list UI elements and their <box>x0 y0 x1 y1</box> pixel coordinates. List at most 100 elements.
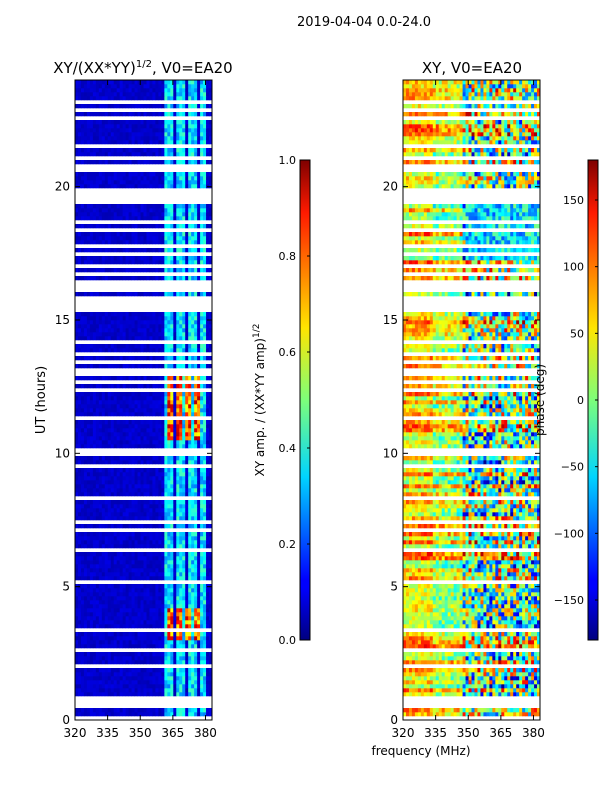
heatmap-cell <box>149 320 153 325</box>
heatmap-cell <box>191 408 195 413</box>
heatmap-cell <box>101 112 106 117</box>
heatmap-cell <box>176 348 180 353</box>
heatmap-cell <box>128 492 132 497</box>
heatmap-cell <box>75 524 79 529</box>
heatmap-cell <box>179 588 183 593</box>
heatmap-cell <box>173 312 177 317</box>
heatmap-cell <box>209 500 213 505</box>
heatmap-cell <box>86 504 91 509</box>
heatmap-cell <box>107 572 112 577</box>
heatmap-cell <box>209 316 213 321</box>
heatmap-cell <box>188 608 192 613</box>
heatmap-cell <box>89 636 94 641</box>
heatmap-cell <box>89 432 94 437</box>
heatmap-cell <box>164 612 168 617</box>
heatmap-cell <box>143 572 147 577</box>
heatmap-cell <box>134 424 138 429</box>
heatmap-cell <box>104 152 109 157</box>
heatmap-cell <box>152 232 156 237</box>
heatmap-cell <box>75 536 79 541</box>
heatmap-cell <box>137 708 141 713</box>
heatmap-cell <box>131 176 135 181</box>
heatmap-cell <box>146 476 150 481</box>
heatmap-cell <box>161 576 165 581</box>
heatmap-cell <box>77 260 82 265</box>
heatmap-cell <box>107 624 112 629</box>
heatmap-cell <box>143 364 147 369</box>
heatmap-cell <box>194 500 198 505</box>
heatmap-cell <box>167 572 171 577</box>
heatmap-cell <box>80 212 85 217</box>
heatmap-cell <box>197 208 201 213</box>
heatmap-cell <box>173 516 177 521</box>
heatmap-cell <box>89 556 94 561</box>
heatmap-cell <box>197 412 201 417</box>
heatmap-cell <box>158 684 162 689</box>
heatmap-cell <box>137 584 141 589</box>
heatmap-cell <box>104 136 109 141</box>
heatmap-cell <box>86 488 91 493</box>
heatmap-cell <box>164 160 168 165</box>
heatmap-cell <box>155 500 159 505</box>
heatmap-cell <box>176 384 180 389</box>
heatmap-cell <box>119 640 124 645</box>
heatmap-cell <box>95 564 100 569</box>
heatmap-cell <box>137 140 141 145</box>
heatmap-cell <box>173 260 177 265</box>
heatmap-cell <box>164 656 168 661</box>
heatmap-cell <box>128 392 132 397</box>
heatmap-cell <box>146 236 150 241</box>
heatmap-cell <box>170 240 174 245</box>
heatmap-cell <box>119 392 124 397</box>
heatmap-cell <box>98 316 103 321</box>
heatmap-cell <box>152 184 156 189</box>
heatmap-cell <box>137 608 141 613</box>
heatmap-cell <box>83 384 88 389</box>
heatmap-cell <box>185 480 189 485</box>
heatmap-cell <box>80 420 85 425</box>
heatmap-cell <box>203 712 207 717</box>
heatmap-cell <box>77 636 82 641</box>
heatmap-cell <box>122 312 127 317</box>
heatmap-cell <box>206 688 210 693</box>
heatmap-cell <box>194 676 198 681</box>
heatmap-cell <box>104 400 109 405</box>
heatmap-cell <box>155 660 159 665</box>
heatmap-cell <box>155 680 159 685</box>
heatmap-cell <box>149 276 153 281</box>
heatmap-cell <box>95 512 100 517</box>
heatmap-cell <box>89 204 94 209</box>
heatmap-cell <box>128 140 132 145</box>
heatmap-cell <box>140 584 144 589</box>
heatmap-cell <box>83 376 88 381</box>
heatmap-cell <box>182 616 186 621</box>
heatmap-cell <box>191 332 195 337</box>
heatmap-cell <box>182 184 186 189</box>
heatmap-cell <box>101 96 106 101</box>
heatmap-cell <box>101 128 106 133</box>
heatmap-cell <box>149 508 153 513</box>
heatmap-cell <box>176 148 180 153</box>
heatmap-cell <box>155 668 159 673</box>
heatmap-cell <box>146 576 150 581</box>
heatmap-cell <box>155 172 159 177</box>
heatmap-cell <box>119 292 124 297</box>
heatmap-cell <box>185 712 189 717</box>
heatmap-cell <box>110 260 115 265</box>
heatmap-cell <box>110 332 115 337</box>
heatmap-cell <box>155 132 159 137</box>
heatmap-cell <box>206 396 210 401</box>
heatmap-cell <box>158 436 162 441</box>
heatmap-cell <box>92 596 97 601</box>
heatmap-cell <box>134 620 138 625</box>
heatmap-cell <box>140 132 144 137</box>
heatmap-cell <box>110 320 115 325</box>
heatmap-cell <box>170 600 174 605</box>
heatmap-cell <box>188 692 192 697</box>
heatmap-cell <box>92 488 97 493</box>
heatmap-cell <box>209 312 213 317</box>
heatmap-cell <box>146 160 150 165</box>
heatmap-cell <box>164 356 168 361</box>
heatmap-cell <box>203 104 207 109</box>
heatmap-cell <box>167 328 171 333</box>
